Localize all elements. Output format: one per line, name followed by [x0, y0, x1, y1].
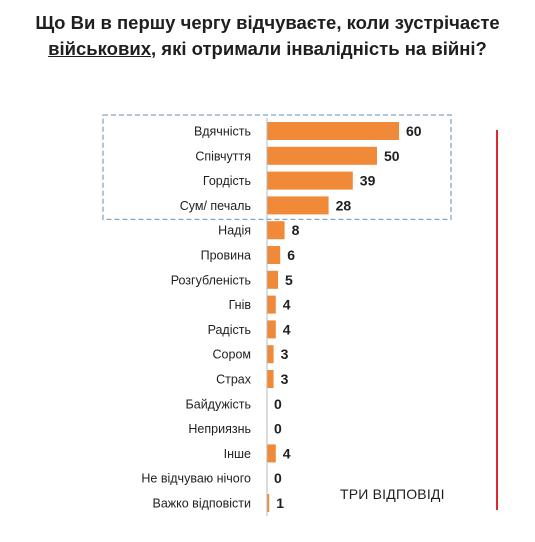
- category-label: Страх: [216, 373, 252, 387]
- category-label: Інше: [224, 447, 251, 461]
- category-label: Не відчуваю нічого: [141, 472, 251, 486]
- category-label: Провина: [201, 249, 251, 263]
- bar: [267, 370, 274, 388]
- bar: [267, 196, 329, 215]
- bar: [267, 146, 377, 165]
- value-label: 1: [276, 495, 284, 511]
- value-label: 3: [281, 371, 289, 387]
- category-label: Сум/ печаль: [180, 199, 251, 213]
- value-label: 0: [274, 421, 282, 437]
- value-label: 39: [360, 173, 376, 189]
- value-label: 50: [384, 148, 400, 164]
- category-label: Байдужість: [186, 397, 251, 411]
- bar: [267, 171, 353, 190]
- value-label: 4: [283, 321, 291, 337]
- category-label: Радість: [208, 323, 251, 337]
- value-label: 6: [287, 247, 295, 263]
- value-label: 0: [274, 396, 282, 412]
- bar: [267, 122, 399, 140]
- bar: [267, 320, 276, 339]
- bar: [267, 295, 276, 314]
- answers-note: ТРИ ВІДПОВІДІ: [340, 486, 445, 502]
- category-label: Розгубленість: [171, 273, 251, 287]
- bar: [267, 345, 274, 364]
- value-label: 4: [283, 445, 291, 461]
- value-label: 8: [292, 222, 300, 238]
- category-label: Співчуття: [195, 149, 251, 163]
- bar: [267, 444, 276, 463]
- highlight-box: [102, 114, 452, 221]
- value-label: 4: [283, 297, 291, 313]
- value-label: 0: [274, 470, 282, 486]
- bar: [267, 494, 270, 512]
- category-label: Гнів: [229, 298, 252, 312]
- category-label: Сором: [213, 348, 251, 362]
- category-label: Важко відповісти: [153, 497, 252, 511]
- red-vertical-line: [496, 130, 498, 510]
- value-label: 3: [281, 346, 289, 362]
- bar: [267, 270, 278, 289]
- category-label: Гордість: [203, 174, 251, 188]
- title-line-2-rest: , які отримали інвалідність на війні?: [151, 38, 487, 59]
- title-underlined-word: військових: [48, 38, 152, 59]
- chart-title: Що Ви в першу чергу відчуваєте, коли зус…: [0, 10, 535, 62]
- value-label: 5: [285, 272, 293, 288]
- category-label: Вдячність: [194, 125, 251, 139]
- title-line-1: Що Ви в першу чергу відчуваєте, коли зус…: [35, 12, 500, 33]
- bar: [267, 246, 281, 264]
- value-label: 60: [406, 123, 422, 139]
- category-label: Неприязнь: [188, 422, 251, 436]
- bar: [267, 221, 285, 240]
- title-line-2: військових, які отримали інвалідність на…: [0, 36, 535, 62]
- value-label: 28: [336, 197, 352, 213]
- category-label: Надія: [218, 224, 251, 238]
